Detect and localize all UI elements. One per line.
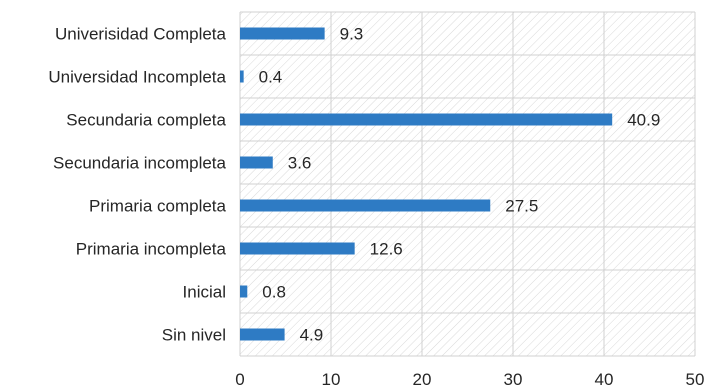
value-label: 0.4 [259,68,283,87]
x-tick-labels: 0 10 20 30 40 50 [235,370,704,389]
category-labels: Univerisidad Completa Universidad Incompl… [48,25,226,345]
category-label: Primaria incompleta [76,240,227,259]
category-label: Universidad Incompleta [48,68,226,87]
value-label: 0.8 [262,283,286,302]
category-label: Univerisidad Completa [55,25,227,44]
bar [240,328,285,341]
x-tick-label: 30 [504,370,523,389]
bar [240,285,248,298]
value-label: 4.9 [300,326,324,345]
bars-group [240,27,613,341]
category-label: Primaria completa [89,197,227,216]
bar [240,242,355,255]
category-label: Secundaria incompleta [53,154,226,173]
x-tick-label: 50 [686,370,705,389]
value-labels: 9.3 0.4 40.9 3.6 27.5 12.6 0.8 4.9 [259,25,661,345]
x-tick-label: 40 [595,370,614,389]
bar [240,156,273,169]
bar [240,113,613,126]
category-label: Sin nivel [162,326,226,345]
category-label: Secundaria completa [66,111,226,130]
value-label: 12.6 [370,240,403,259]
x-tick-label: 0 [235,370,244,389]
value-label: 40.9 [627,111,660,130]
bar [240,70,244,83]
value-label: 9.3 [340,25,364,44]
category-label: Inicial [183,283,226,302]
bar [240,199,491,212]
value-label: 3.6 [288,154,312,173]
x-tick-label: 10 [322,370,341,389]
x-tick-label: 20 [413,370,432,389]
gridlines [239,11,696,357]
value-label: 27.5 [505,197,538,216]
bar [240,27,325,40]
